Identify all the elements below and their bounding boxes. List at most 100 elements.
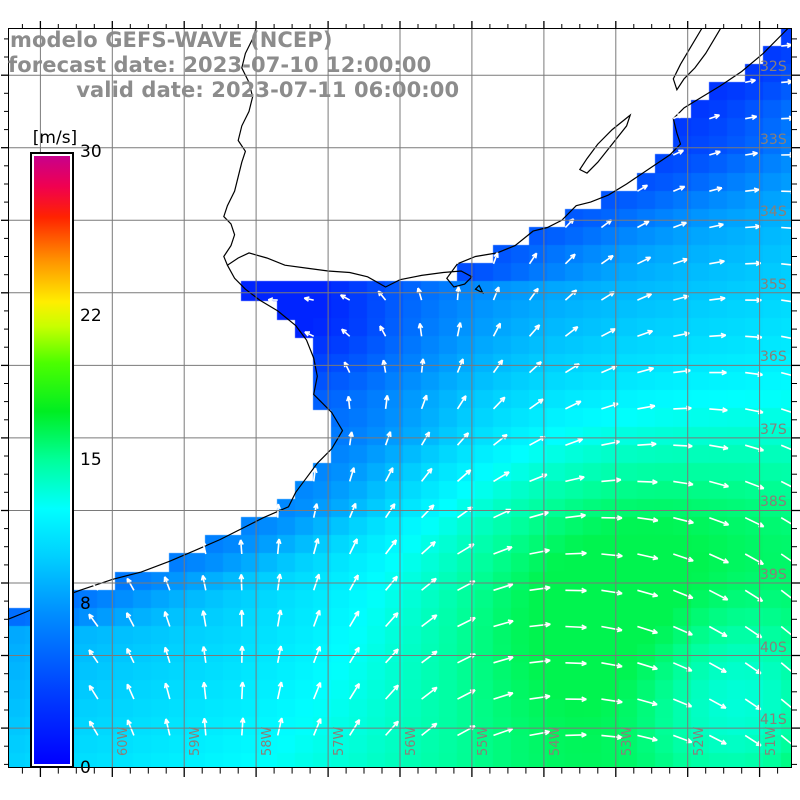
wind-arrow xyxy=(780,444,792,451)
wind-arrow xyxy=(493,471,510,483)
wind-arrow xyxy=(529,658,551,664)
wind-arrow xyxy=(384,539,398,555)
wind-speed-colorbar[interactable] xyxy=(30,152,74,768)
wind-arrow xyxy=(456,322,463,337)
wind-arrow xyxy=(492,359,504,374)
wind-arrow xyxy=(564,326,579,337)
wind-arrow xyxy=(88,684,99,700)
wind-arrow xyxy=(383,394,390,409)
wind-arrow xyxy=(421,686,438,700)
wind-arrow xyxy=(780,734,792,748)
wind-arrow xyxy=(565,587,587,594)
wind-arrow xyxy=(708,553,729,564)
wind-arrow xyxy=(672,113,684,120)
wind-arrow xyxy=(420,467,433,482)
wind-arrow xyxy=(417,322,424,337)
wind-arrow xyxy=(529,585,551,592)
wind-arrow xyxy=(744,553,764,565)
wind-arrow xyxy=(673,516,694,525)
wind-arrow xyxy=(780,553,792,563)
wind-arrow xyxy=(708,698,727,709)
lon-label-54W: 54W xyxy=(547,726,563,756)
colorbar-tick-8: 8 xyxy=(80,593,91,614)
wind-arrow xyxy=(601,589,623,596)
wind-arrow xyxy=(709,259,725,265)
wind-arrow xyxy=(267,297,278,303)
lat-label-41S: 41S xyxy=(760,712,787,729)
wind-arrow xyxy=(745,114,758,121)
wind-arrow xyxy=(493,582,514,592)
wind-arrow xyxy=(493,545,513,555)
wind-arrow xyxy=(421,577,437,591)
wind-arrow xyxy=(601,515,623,521)
wind-arrow xyxy=(637,256,652,265)
wind-arrow xyxy=(745,78,756,84)
wind-arrow xyxy=(421,614,438,628)
wind-arrow xyxy=(565,400,582,410)
wind-arrow xyxy=(637,589,659,598)
wind-arrow xyxy=(672,185,686,192)
wind-arrow xyxy=(348,431,354,446)
wind-arrow xyxy=(492,286,500,301)
wind-arrow xyxy=(420,431,431,446)
wind-arrow xyxy=(637,698,658,707)
lon-label-57W: 57W xyxy=(332,726,348,756)
wind-arrow xyxy=(673,257,689,265)
wind-arrow xyxy=(343,361,351,373)
lon-label-60W: 60W xyxy=(116,726,132,756)
wind-arrow xyxy=(565,475,585,483)
wind-arrow xyxy=(379,325,387,337)
lat-label-35S: 35S xyxy=(760,276,787,293)
lagoa-mirim-outline xyxy=(578,113,632,174)
wind-arrow xyxy=(673,331,690,338)
wind-arrow xyxy=(745,187,760,193)
wind-arrow xyxy=(601,698,623,705)
wind-arrow xyxy=(672,149,685,156)
wind-arrow xyxy=(164,718,171,736)
wind-arrow xyxy=(529,548,550,555)
wind-arrow xyxy=(709,222,724,229)
map-plot-area[interactable] xyxy=(8,28,792,768)
wind-arrow xyxy=(201,717,208,736)
wind-arrow xyxy=(637,329,654,338)
wind-arrow xyxy=(312,718,322,736)
lon-label-51W: 51W xyxy=(763,726,779,756)
wind-arrow xyxy=(565,437,584,446)
lat-label-37S: 37S xyxy=(760,421,787,438)
colorbar-tick-30: 30 xyxy=(80,142,102,162)
wind-arrow xyxy=(565,732,587,738)
wind-arrow xyxy=(420,394,428,410)
wind-arrow xyxy=(709,444,729,451)
wind-arrow xyxy=(565,512,586,519)
lon-label-58W: 58W xyxy=(260,726,276,756)
wind-arrow xyxy=(349,719,361,736)
wind-arrow xyxy=(781,151,792,158)
wind-arrow xyxy=(780,517,792,526)
wind-arrow xyxy=(601,552,623,559)
wind-arrow xyxy=(781,225,792,232)
wind-arrow xyxy=(312,645,322,664)
wind-arrow xyxy=(493,619,514,628)
wind-arrow xyxy=(275,538,282,555)
wind-arrow xyxy=(565,660,587,667)
wind-arrow xyxy=(493,655,514,664)
wind-arrow xyxy=(200,540,207,555)
wind-arrow xyxy=(637,479,658,485)
colorbar-tick-0: 0 xyxy=(80,758,91,778)
wind-arrow xyxy=(201,610,207,627)
wind-arrow xyxy=(637,220,650,229)
lat-label-34S: 34S xyxy=(760,204,787,221)
wind-arrow xyxy=(600,254,614,265)
wind-arrow xyxy=(384,467,394,482)
wind-arrow xyxy=(708,589,729,601)
wind-arrow xyxy=(637,441,657,448)
wind-arrow xyxy=(276,645,283,663)
wind-arrow xyxy=(781,263,792,267)
wind-arrow xyxy=(456,395,467,410)
wind-arrow xyxy=(312,537,320,555)
wind-arrow xyxy=(238,574,245,591)
wind-arrow xyxy=(201,681,208,700)
wind-arrow xyxy=(780,480,792,488)
wind-arrow xyxy=(312,573,321,591)
